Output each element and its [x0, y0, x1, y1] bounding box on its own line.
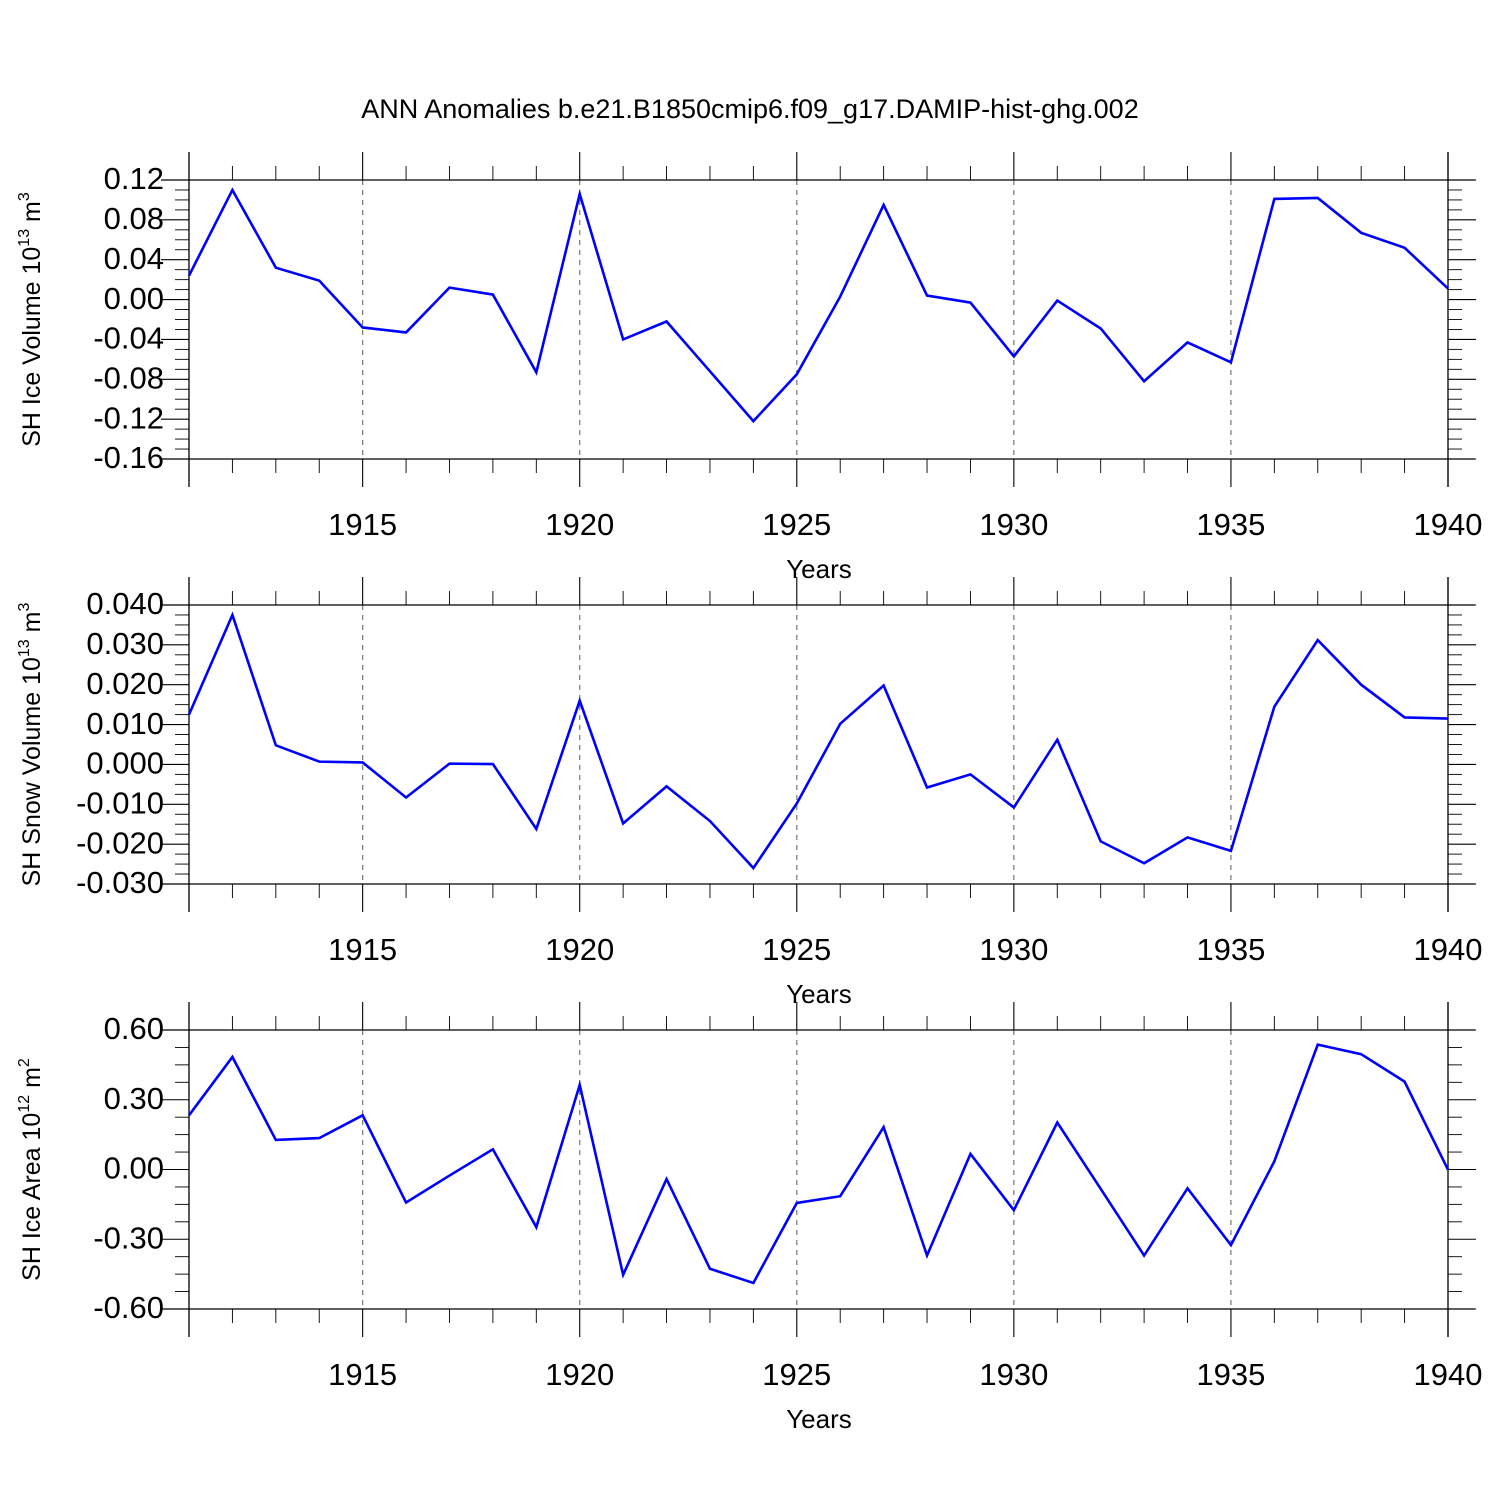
y-tick-label: 0.60: [104, 1011, 164, 1046]
x-tick-label: 1925: [762, 1357, 831, 1392]
x-tick-label: 1915: [328, 507, 397, 542]
y-tick-label: -0.60: [93, 1290, 164, 1325]
y-tick-label: -0.010: [76, 785, 164, 820]
series-line: [187, 611, 1449, 871]
y-tick-label: 0.00: [104, 281, 164, 316]
x-tick-label: 1930: [979, 932, 1048, 967]
x-axis-label: Years: [786, 554, 852, 584]
chart-panel-3: 0.60 0.30 0.00 -0.30 -0.60 1915 1920 1925 1930 19…: [16, 1002, 1482, 1434]
x-tick-label: 1925: [762, 507, 831, 542]
y-axis-label: SH Ice Area 1012 m2: [16, 1058, 46, 1281]
y-tick-label: 0.30: [104, 1081, 164, 1116]
y-tick-label: 0.00: [104, 1151, 164, 1186]
x-tick-label: 1930: [979, 507, 1048, 542]
y-tick-label: 0.12: [104, 161, 164, 196]
x-tick-label: 1940: [1414, 1357, 1483, 1392]
y-axis-label: SH Ice Volume 1013 m3: [16, 192, 46, 447]
y-tick-label: 0.040: [86, 586, 164, 621]
x-tick-label: 1940: [1414, 507, 1483, 542]
x-tick-label: 1935: [1196, 507, 1265, 542]
y-tick-label: -0.030: [76, 865, 164, 900]
y-tick-label: -0.04: [93, 321, 164, 356]
x-axis-label: Years: [786, 1404, 852, 1434]
figure-title: ANN Anomalies b.e21.B1850cmip6.f09_g17.D…: [361, 94, 1138, 124]
x-tick-label: 1925: [762, 932, 831, 967]
x-tick-label: 1920: [545, 932, 614, 967]
x-tick-label: 1915: [328, 1357, 397, 1392]
x-tick-label: 1935: [1196, 932, 1265, 967]
x-tick-label: 1935: [1196, 1357, 1265, 1392]
y-tick-label: -0.08: [93, 360, 164, 395]
x-axis-label: Years: [786, 979, 852, 1009]
x-tick-label: 1930: [979, 1357, 1048, 1392]
x-tick-label: 1920: [545, 1357, 614, 1392]
y-tick-label: 0.08: [104, 201, 164, 236]
chart-panel-1: 0.12 0.08 0.04 0.00 -0.04 -0.08 -0.12 -0.16 1915…: [16, 152, 1482, 584]
x-tick-label: 1915: [328, 932, 397, 967]
y-tick-label: -0.12: [93, 400, 164, 435]
series-line: [187, 187, 1449, 424]
y-tick-label: 0.04: [104, 241, 164, 276]
y-axis-label: SH Snow Volume 1013 m3: [16, 603, 46, 887]
y-tick-label: -0.020: [76, 825, 164, 860]
y-tick-label: -0.16: [93, 440, 164, 475]
panels: 0.12 0.08 0.04 0.00 -0.04 -0.08 -0.12 -0.16 1915…: [16, 152, 1482, 1434]
chart-panel-2: 0.040 0.030 0.020 0.010 0.000 -0.010 -0.020 -0.…: [16, 577, 1482, 1009]
y-tick-label: -0.30: [93, 1220, 164, 1255]
x-tick-label: 1920: [545, 507, 614, 542]
y-tick-label: 0.030: [86, 626, 164, 661]
y-tick-label: 0.000: [86, 746, 164, 781]
y-tick-label: 0.010: [86, 706, 164, 741]
y-tick-label: 0.020: [86, 666, 164, 701]
series-line: [187, 1043, 1450, 1285]
x-tick-label: 1940: [1414, 932, 1483, 967]
